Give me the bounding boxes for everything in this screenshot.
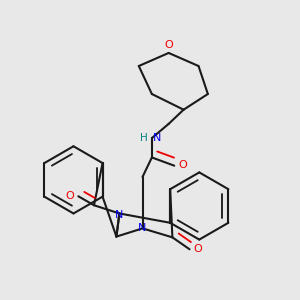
Text: H: H: [140, 133, 148, 143]
Text: O: O: [66, 190, 74, 200]
Text: O: O: [194, 244, 202, 254]
Text: N: N: [153, 133, 162, 143]
Text: O: O: [178, 160, 187, 170]
Text: N: N: [115, 210, 123, 220]
Text: O: O: [164, 40, 173, 50]
Text: N: N: [138, 223, 147, 232]
